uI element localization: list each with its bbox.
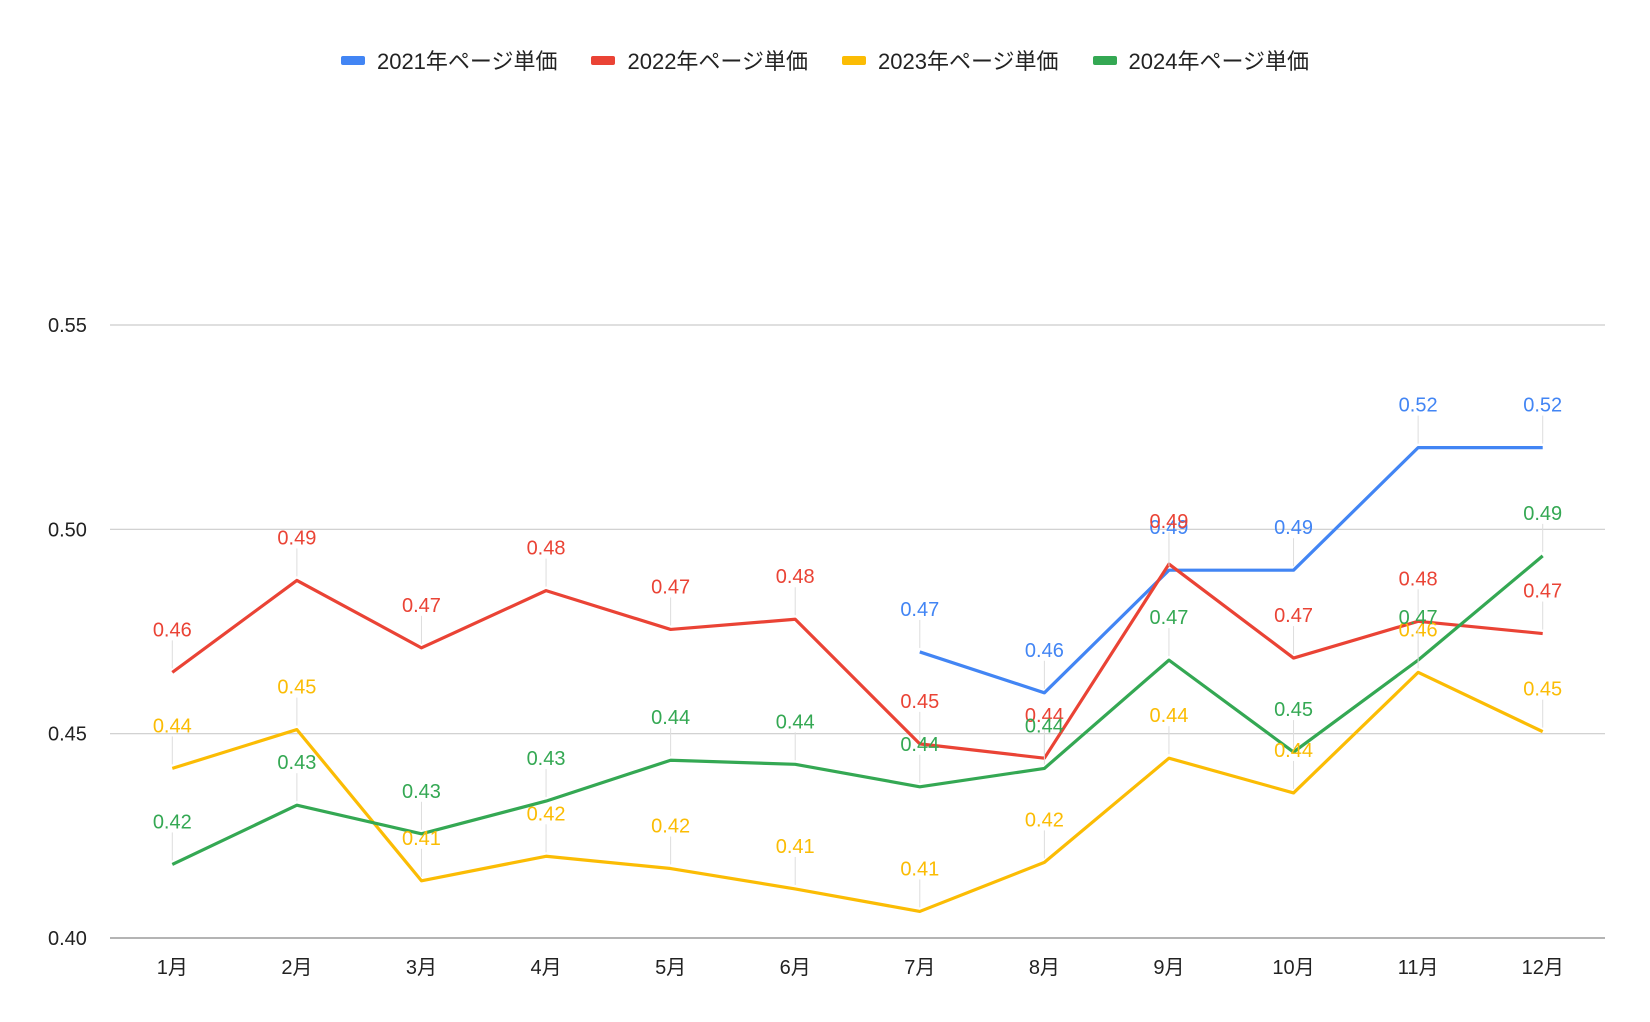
data-label: 0.47 xyxy=(1523,581,1562,603)
data-label: 0.42 xyxy=(651,816,690,838)
x-tick-label: 7月 xyxy=(904,957,935,979)
y-tick-label: 0.45 xyxy=(48,724,87,746)
x-tick-label: 12月 xyxy=(1522,957,1564,979)
x-tick-label: 10月 xyxy=(1272,957,1314,979)
chart-legend: 2021年ページ単価 2022年ページ単価 2023年ページ単価 2024年ペー… xyxy=(0,44,1650,76)
x-tick-label: 3月 xyxy=(406,957,437,979)
legend-label-2024: 2024年ページ単価 xyxy=(1128,49,1310,74)
data-label: 0.48 xyxy=(527,538,566,560)
data-label: 0.43 xyxy=(402,781,441,803)
data-label: 0.42 xyxy=(153,811,192,833)
x-tick-label: 6月 xyxy=(780,957,811,979)
data-label: 0.49 xyxy=(1149,511,1188,533)
series-line-2 xyxy=(171,670,1544,914)
series-line-0 xyxy=(919,446,1543,695)
data-label: 0.41 xyxy=(900,858,939,880)
data-label: 0.44 xyxy=(900,734,939,756)
data-label: 0.47 xyxy=(900,599,939,621)
legend-swatch-2023 xyxy=(842,55,866,65)
data-label: 0.52 xyxy=(1523,395,1562,417)
data-label: 0.44 xyxy=(1025,715,1064,737)
x-tick-label: 4月 xyxy=(530,957,561,979)
data-label: 0.46 xyxy=(153,619,192,641)
legend-label-2022: 2022年ページ単価 xyxy=(627,49,808,74)
legend-swatch-2021 xyxy=(340,55,365,65)
series-line-1 xyxy=(171,562,1543,760)
x-tick-label: 11月 xyxy=(1398,957,1439,979)
legend-label-2021: 2021年ページ単価 xyxy=(376,49,558,74)
data-label: 0.47 xyxy=(402,595,441,617)
data-label: 0.47 xyxy=(1274,605,1313,627)
data-label: 0.47 xyxy=(1149,607,1188,629)
series-line-3 xyxy=(171,554,1544,866)
x-tick-label: 2月 xyxy=(281,957,312,979)
data-label: 0.44 xyxy=(1274,740,1313,762)
data-label: 0.44 xyxy=(153,715,192,737)
x-tick-label: 8月 xyxy=(1029,957,1060,979)
data-label: 0.46 xyxy=(1025,640,1064,662)
data-label: 0.41 xyxy=(402,828,441,850)
x-tick-label: 5月 xyxy=(655,957,686,979)
data-label: 0.41 xyxy=(776,836,815,858)
y-tick-label: 0.50 xyxy=(48,519,87,541)
legend-label-2023: 2023年ページ単価 xyxy=(878,49,1059,74)
data-label: 0.47 xyxy=(1399,607,1438,629)
data-label: 0.43 xyxy=(527,748,566,770)
data-label: 0.45 xyxy=(1274,699,1313,721)
x-tick-label: 9月 xyxy=(1153,957,1184,979)
y-tick-label: 0.55 xyxy=(48,315,87,337)
data-label: 0.45 xyxy=(277,677,316,699)
data-label: 0.42 xyxy=(1025,809,1064,831)
legend-item-2021[interactable]: 2021年ページ単価 xyxy=(340,44,558,76)
data-label: 0.44 xyxy=(1149,705,1188,727)
legend-swatch-2022 xyxy=(591,55,616,65)
data-label: 0.45 xyxy=(1523,679,1562,701)
data-label: 0.52 xyxy=(1399,395,1438,417)
data-label: 0.44 xyxy=(651,707,690,729)
data-label: 0.43 xyxy=(277,752,316,774)
data-label: 0.44 xyxy=(776,711,815,733)
x-tick-label: 1月 xyxy=(157,957,188,979)
data-label: 0.48 xyxy=(776,566,815,588)
data-label: 0.49 xyxy=(277,527,316,549)
data-label: 0.49 xyxy=(1274,517,1313,539)
legend-item-2024[interactable]: 2024年ページ単価 xyxy=(1092,44,1310,76)
legend-item-2022[interactable]: 2022年ページ単価 xyxy=(591,44,808,76)
data-label: 0.48 xyxy=(1399,568,1438,590)
data-label: 0.49 xyxy=(1149,517,1188,539)
legend-swatch-2024 xyxy=(1092,55,1117,65)
data-label: 0.44 xyxy=(1025,705,1064,727)
y-tick-label: 0.40 xyxy=(48,928,87,950)
data-label: 0.47 xyxy=(651,576,690,598)
legend-item-2023[interactable]: 2023年ページ単価 xyxy=(842,44,1059,76)
data-label: 0.42 xyxy=(527,803,566,825)
data-label: 0.45 xyxy=(900,691,939,713)
data-label: 0.49 xyxy=(1523,503,1562,525)
